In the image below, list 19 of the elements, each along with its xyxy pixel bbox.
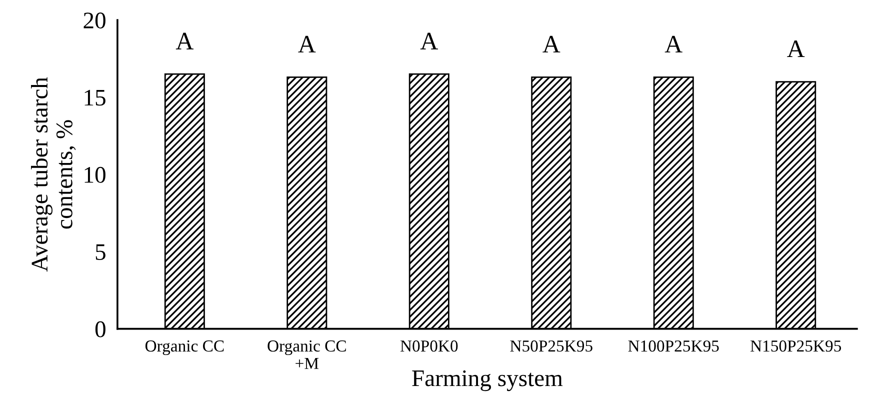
x-tick-label: N150P25K95 — [750, 340, 842, 352]
y-axis-title: Average tuber starch contents, % — [31, 77, 76, 272]
annotation: A — [420, 32, 438, 50]
annotation: A — [298, 36, 316, 52]
annotation: A — [176, 32, 194, 50]
x-tick-label: Organic CC — [145, 340, 224, 356]
y-tick-label: 5 — [96, 244, 106, 260]
y-tick-label: 0 — [95, 321, 106, 338]
x-tick-label: N50P25K95 — [510, 340, 592, 352]
annotation: A — [664, 36, 682, 52]
x-tick-label: Organic CC +M — [268, 340, 346, 369]
y-tick-label: 15 — [84, 90, 106, 106]
annotation: A — [787, 40, 805, 58]
annotation: A — [542, 36, 560, 52]
x-tick-label: N0P0K0 — [400, 340, 458, 352]
y-tick-label: 20 — [84, 12, 106, 28]
x-tick-label: N100P25K95 — [628, 340, 719, 352]
y-tick-label: 10 — [84, 166, 106, 183]
x-axis-title: Farming system — [412, 370, 563, 392]
